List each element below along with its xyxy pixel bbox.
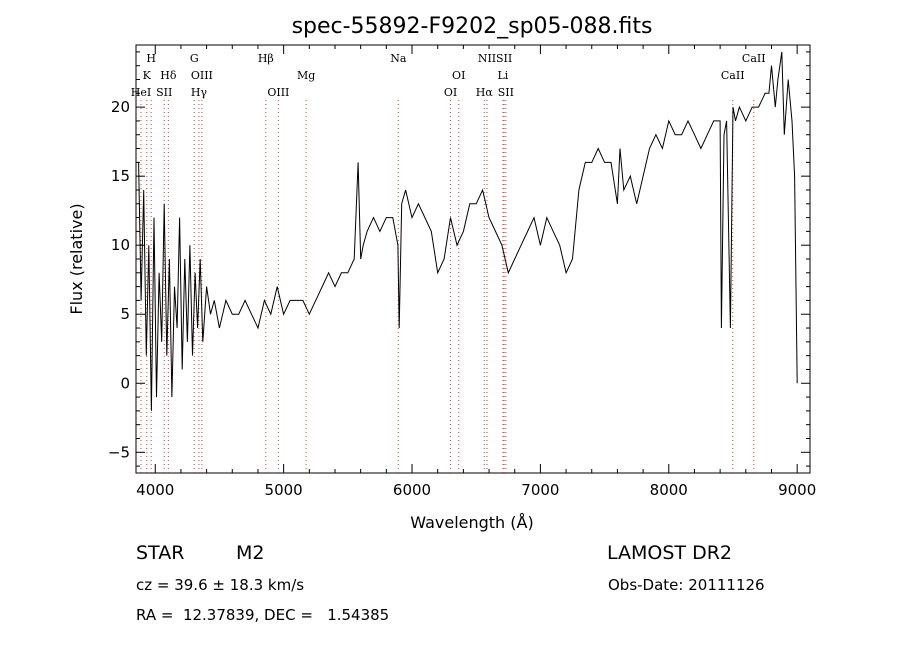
line-marker-label: Hβ <box>258 52 274 65</box>
redshift-readout: cz = 39.6 ± 18.3 km/s <box>136 576 305 594</box>
x-tick-label: 9000 <box>778 481 816 499</box>
plot-frame <box>135 44 811 474</box>
line-marker-label: OIII <box>267 86 289 99</box>
x-tick-label: 8000 <box>650 481 688 499</box>
line-marker-label: SII <box>156 86 172 99</box>
y-axis-label: Flux (relative) <box>67 203 86 314</box>
y-tick-label: −5 <box>108 443 130 461</box>
spectrum-line <box>138 51 798 411</box>
chart-title: spec-55892-F9202_sp05-088.fits <box>292 14 653 39</box>
line-marker-label: OI <box>444 86 457 99</box>
line-marker-label: Hγ <box>191 86 208 99</box>
line-marker-label: CaII <box>742 52 766 65</box>
x-axis-label: Wavelength (Å) <box>410 513 533 532</box>
x-tick-label: 5000 <box>265 481 303 499</box>
y-tick-label: 20 <box>111 98 130 116</box>
y-tick-label: 0 <box>120 374 130 392</box>
line-marker-label: Li <box>497 69 508 82</box>
coordinates-readout: RA = 12.37839, DEC = 1.54385 <box>136 606 390 624</box>
line-marker-label: OI <box>452 69 465 82</box>
y-tick-label: 15 <box>111 167 130 185</box>
axis-ticks: 4000 5000 6000 7000 8000 9000 −5 0 5 10 15 20 <box>108 45 816 499</box>
line-marker-label: CaII <box>721 69 745 82</box>
object-subclass: M2 <box>236 542 265 564</box>
survey-name: LAMOST DR2 <box>607 542 732 564</box>
line-marker-label: Hα <box>476 86 494 99</box>
line-marker-label: K <box>143 69 152 82</box>
line-marker-label: OIII <box>191 69 213 82</box>
y-tick-label: 5 <box>120 305 130 323</box>
line-marker-label: Na <box>390 52 407 65</box>
line-marker-label: Mg <box>297 69 315 82</box>
observation-date: Obs-Date: 20111126 <box>608 576 765 594</box>
line-marker-label: NII <box>478 52 496 65</box>
line-marker-label: SII <box>496 52 512 65</box>
line-marker-label: Hδ <box>160 69 177 82</box>
line-marker-label: H <box>146 52 156 65</box>
line-marker-label: HeI <box>131 86 151 99</box>
x-tick-label: 7000 <box>521 481 559 499</box>
x-tick-label: 6000 <box>393 481 431 499</box>
y-tick-label: 10 <box>111 236 130 254</box>
x-tick-label: 4000 <box>136 481 174 499</box>
object-class: STAR <box>136 542 185 564</box>
line-marker-label: G <box>190 52 199 65</box>
line-marker-label: SII <box>498 86 514 99</box>
